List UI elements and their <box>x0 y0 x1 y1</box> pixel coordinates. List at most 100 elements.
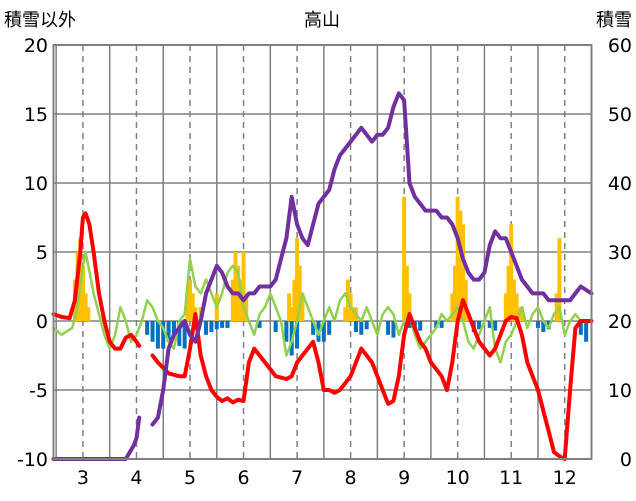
right-tick-label: 10 <box>608 380 632 402</box>
bar <box>584 321 589 342</box>
bar <box>535 321 540 328</box>
plot-frame <box>52 44 593 460</box>
x-tick-label: 11 <box>499 467 523 489</box>
red-series-line <box>51 211 594 461</box>
chart-title: 高山 <box>304 10 340 31</box>
bar <box>284 321 289 342</box>
x-tick-label: 3 <box>77 467 89 489</box>
left-tick-label: -5 <box>29 380 48 402</box>
x-tick-label: 5 <box>184 467 196 489</box>
left-tick-label: 10 <box>24 173 48 195</box>
bar <box>292 279 297 321</box>
left-tick-labels: 20 15 10 5 0 -5 -10 <box>17 35 48 471</box>
bar <box>407 321 412 328</box>
bar <box>509 224 514 321</box>
bar <box>541 321 546 333</box>
bar <box>287 293 292 321</box>
bar <box>80 265 85 321</box>
x-tick-label: 6 <box>237 467 249 489</box>
bar <box>359 321 364 335</box>
bar <box>204 321 209 335</box>
bar <box>463 279 468 321</box>
bar <box>190 293 195 321</box>
bar <box>220 321 225 328</box>
bar <box>214 321 219 330</box>
bar <box>295 321 300 349</box>
bar <box>407 293 412 321</box>
left-tick-label: 15 <box>24 104 48 126</box>
bar <box>477 321 482 330</box>
bar <box>343 307 348 321</box>
right-tick-label: 40 <box>608 173 632 195</box>
bar <box>155 321 160 349</box>
left-tick-label: 20 <box>24 35 48 57</box>
bar <box>321 321 326 342</box>
bar <box>297 265 302 321</box>
x-tick-label: 12 <box>553 467 577 489</box>
right-tick-label: 60 <box>608 35 632 57</box>
bar <box>311 321 316 335</box>
bar <box>188 279 193 321</box>
bar <box>182 321 187 349</box>
bar <box>353 321 358 333</box>
bar <box>327 321 332 335</box>
bar <box>166 321 171 342</box>
x-tick-label: 9 <box>398 467 410 489</box>
x-tick-label: 7 <box>291 467 303 489</box>
bar <box>241 252 246 321</box>
bar <box>230 279 235 321</box>
bar <box>503 293 508 321</box>
x-tick-label: 10 <box>446 467 470 489</box>
bar <box>506 265 511 321</box>
right-axis-label: 積雪 <box>596 10 632 31</box>
right-tick-label: 50 <box>608 104 632 126</box>
bar <box>461 224 466 321</box>
bar <box>83 293 88 321</box>
bar <box>455 196 460 321</box>
x-tick-label: 8 <box>345 467 357 489</box>
x-tick-labels: 3 4 5 6 7 8 9 10 11 12 <box>77 467 577 489</box>
bar <box>185 293 190 321</box>
bar <box>244 293 249 321</box>
bar <box>404 265 409 321</box>
bar <box>578 321 583 335</box>
right-tick-label: 20 <box>608 311 632 333</box>
bar <box>511 279 516 321</box>
bar <box>171 321 176 335</box>
bar <box>225 321 230 328</box>
bar <box>450 293 455 321</box>
bar <box>452 265 457 321</box>
left-tick-label: -10 <box>17 449 48 471</box>
bar <box>364 321 369 330</box>
right-tick-labels: 60 50 40 30 20 10 0 <box>608 35 632 471</box>
bar <box>209 321 214 333</box>
bar <box>434 321 439 328</box>
bar <box>150 321 155 342</box>
right-tick-label: 30 <box>608 242 632 264</box>
bar <box>514 293 519 321</box>
left-tick-label: 5 <box>36 242 48 264</box>
bar <box>177 321 182 346</box>
bar <box>289 307 294 321</box>
bar <box>273 321 278 333</box>
left-tick-label: 0 <box>36 311 48 333</box>
bar <box>161 321 166 349</box>
right-tick-label: 0 <box>620 449 632 471</box>
bar <box>351 307 356 321</box>
bar <box>439 321 444 328</box>
bar <box>391 321 396 338</box>
bar <box>493 321 498 331</box>
bar <box>386 321 391 335</box>
x-tick-label: 4 <box>130 467 142 489</box>
bar <box>458 210 463 321</box>
bar <box>233 252 238 321</box>
bar <box>86 307 91 321</box>
bar <box>300 293 305 321</box>
bar <box>487 321 492 328</box>
left-axis-label: 積雪以外 <box>4 10 76 31</box>
bar <box>257 321 262 328</box>
green-series-line <box>52 250 593 364</box>
bar <box>519 307 524 321</box>
bar <box>557 238 562 321</box>
